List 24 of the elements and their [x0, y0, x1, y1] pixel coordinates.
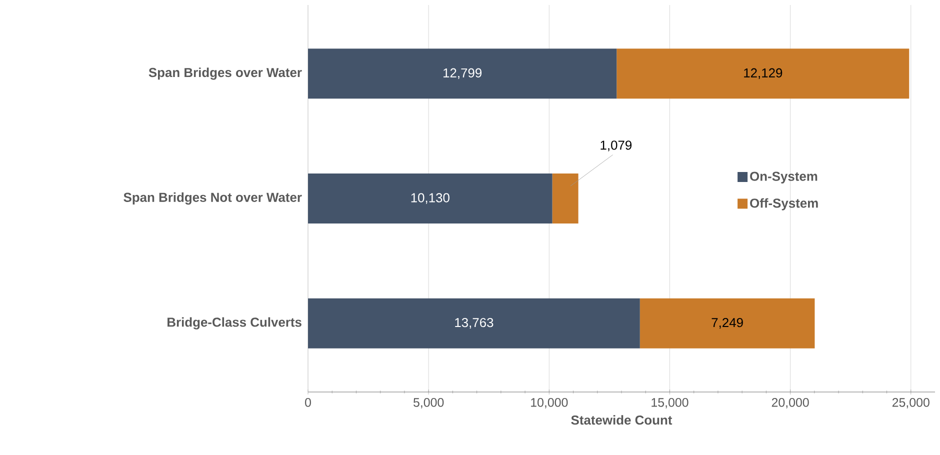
- y-tick-label: Bridge-Class Culverts: [168, 317, 302, 330]
- legend-label: Off-System: [750, 198, 818, 210]
- x-tick-label: 15,000: [652, 398, 688, 408]
- x-tick-label: 10,000: [531, 398, 568, 408]
- x-axis-title: Statewide Count: [571, 415, 672, 425]
- x-tick-label: 0: [305, 398, 311, 407]
- data-label: 12,129: [744, 68, 782, 80]
- data-label: 1,079: [600, 140, 632, 152]
- data-label: 7,249: [712, 318, 743, 329]
- x-tick-label: 25,000: [892, 398, 930, 408]
- y-tick-label: Span Bridges Not over Water: [124, 192, 302, 205]
- bar: [552, 174, 578, 224]
- bar: [308, 48, 617, 99]
- x-tick-label: 5,000: [413, 398, 444, 408]
- legend-label: On-System: [750, 172, 818, 184]
- bar: [616, 48, 910, 99]
- data-label: 13,763: [455, 318, 494, 329]
- x-tick-label: 20,000: [772, 398, 809, 408]
- data-label: 12,799: [444, 68, 482, 80]
- data-label: 10,130: [411, 193, 450, 204]
- y-tick-label: Span Bridges over Water: [148, 68, 302, 80]
- bar: [640, 298, 815, 348]
- bar: [308, 174, 552, 224]
- bar: [308, 298, 640, 348]
